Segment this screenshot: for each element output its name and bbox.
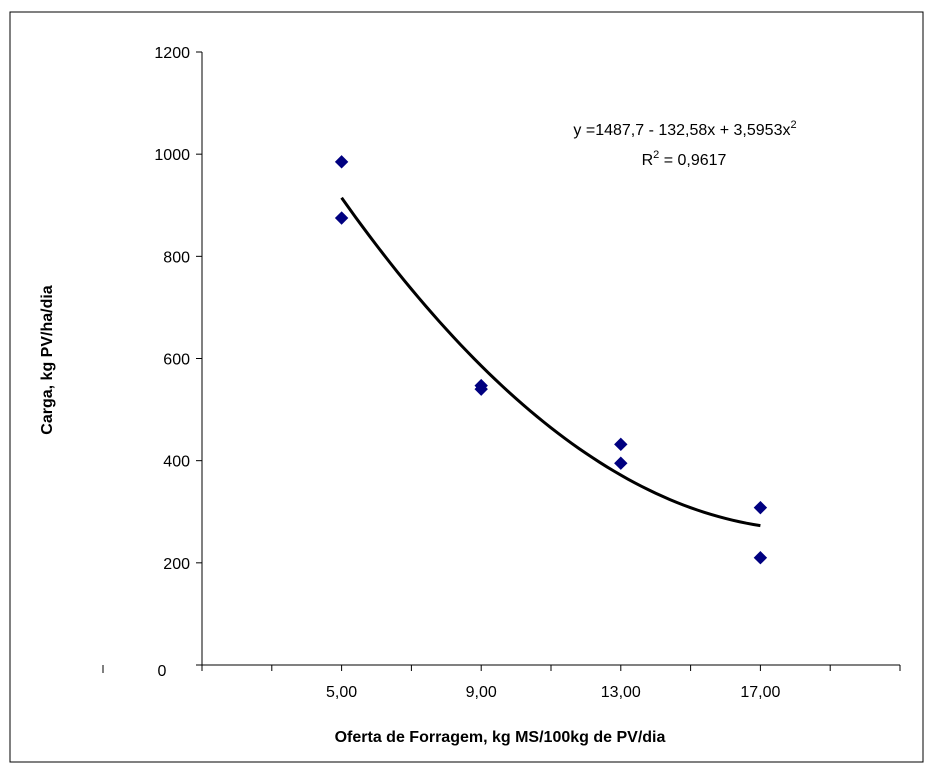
data-point-marker (334, 211, 349, 225)
data-points (334, 155, 768, 565)
equation-label: y =1487,7 - 132,58x + 3,5953x2 (573, 119, 796, 139)
x-axis-title: Oferta de Forragem, kg MS/100kg de PV/di… (335, 729, 666, 746)
y-tick-label: 600 (163, 352, 190, 369)
equation-superscript: 2 (790, 119, 796, 131)
data-point-marker (753, 500, 768, 515)
x-tick-label: 13,00 (601, 684, 641, 701)
y-tick-label: 400 (163, 454, 190, 471)
y-tick-label: 800 (163, 249, 190, 266)
y-tick-label: 1000 (154, 147, 190, 164)
x-tick-label: 9,00 (466, 684, 497, 701)
data-point-marker (334, 155, 349, 169)
data-point-marker (614, 456, 628, 470)
trendline-curve (340, 196, 761, 528)
x-axis: 5,00 9,00 13,00 17,00 (201, 664, 901, 701)
x-tick-label: 17,00 (740, 684, 780, 701)
data-point-marker (753, 551, 768, 565)
y-tick-label: 0 (158, 663, 167, 680)
r-squared-superscript: 2 (653, 149, 659, 161)
trendline-group (340, 196, 761, 528)
y-tick-label: 200 (163, 556, 190, 573)
data-point-marker (474, 382, 488, 396)
r-squared-label: R2 = 0,9617 (642, 149, 727, 169)
y-axis-title: Carga, kg PV/ha/dia (39, 285, 56, 434)
y-tick-label: 1200 (154, 45, 190, 62)
x-tick-label: 5,00 (326, 684, 357, 701)
chart-border (9, 11, 924, 763)
data-point-marker (614, 437, 628, 452)
y-axis: 0 200 400 600 800 1000 1200 (102, 45, 203, 680)
